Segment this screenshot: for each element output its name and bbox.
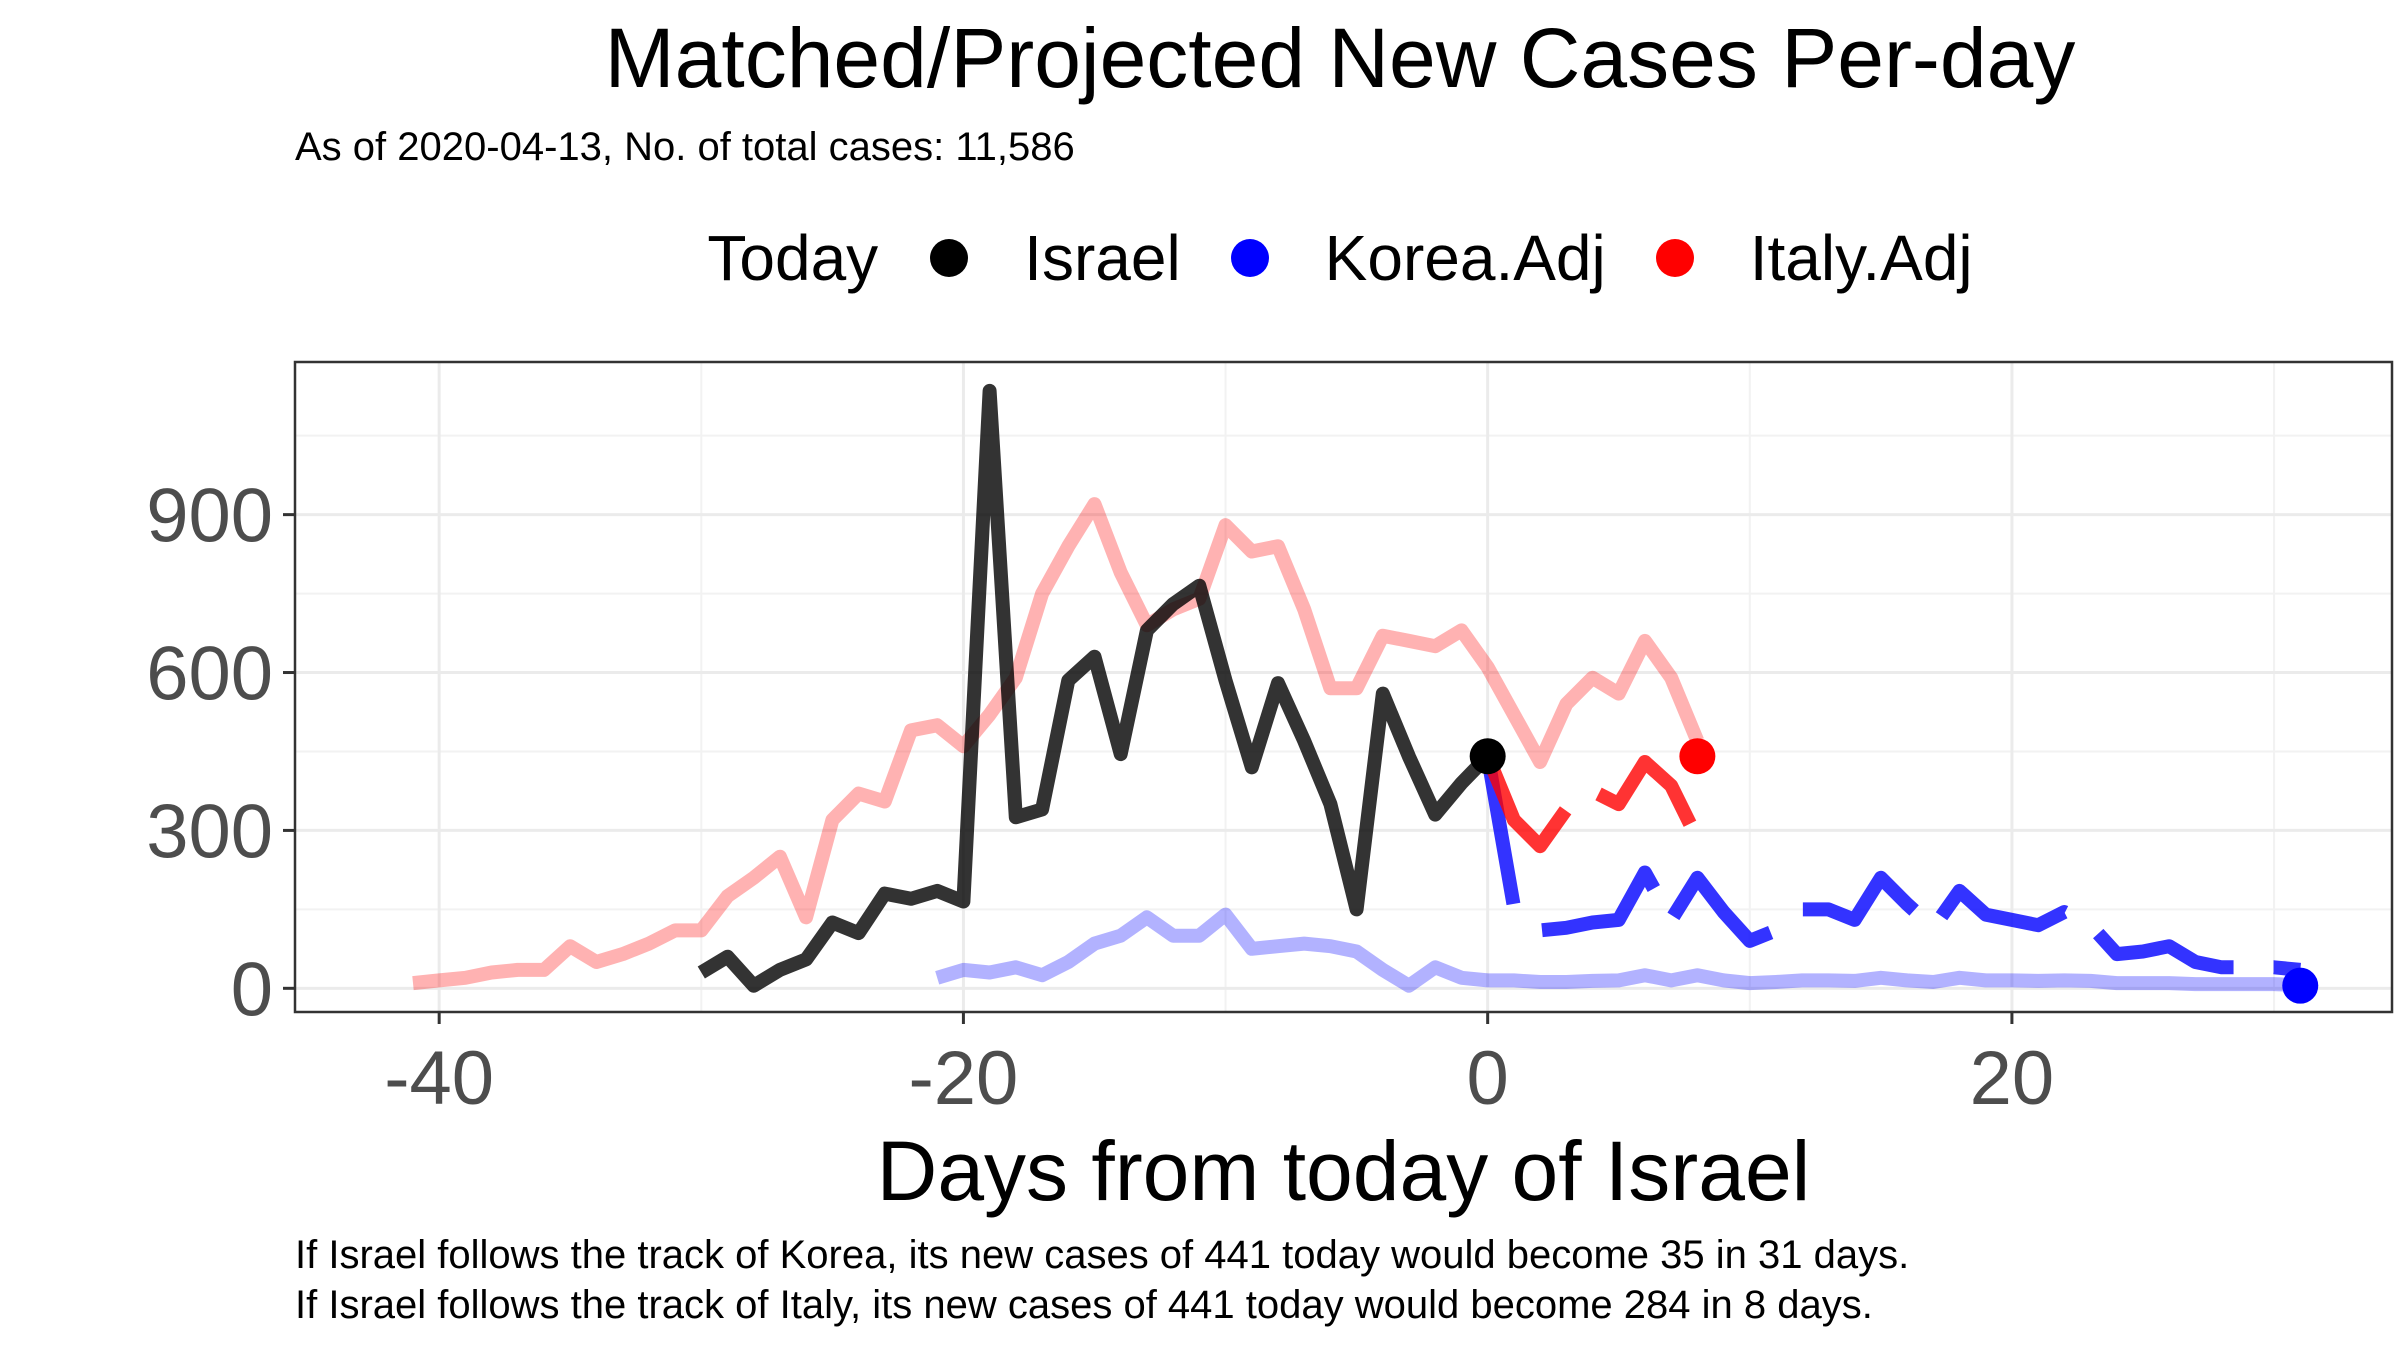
chart-subtitle: As of 2020-04-13, No. of total cases: 11… — [295, 125, 1075, 169]
today-point-korea-adj — [2282, 967, 2319, 1004]
caption-line-korea: If Israel follows the track of Korea, it… — [295, 1233, 1910, 1277]
legend-item-israel: Israel — [930, 221, 1181, 295]
x-tick-label: 20 — [1970, 1036, 2055, 1121]
plot-border — [293, 360, 2394, 1014]
plot-panel — [295, 362, 2392, 1012]
legend-item-italy: Italy.Adj — [1655, 221, 1973, 295]
series-line-israel-actual — [697, 383, 1493, 993]
x-tick-label: -40 — [384, 1036, 494, 1121]
legend-label-israel: Israel — [1024, 222, 1181, 294]
y-tick-label: 900 — [146, 474, 273, 559]
chart-title: Matched/Projected New Cases Per-day — [604, 11, 2076, 105]
x-tick-label: -20 — [908, 1036, 1018, 1121]
legend-item-korea: Korea.Adj — [1230, 221, 1606, 295]
y-tick-label: 600 — [146, 632, 273, 717]
series-line-italy-adj-projected — [1481, 753, 1704, 854]
legend-label-korea: Korea.Adj — [1324, 222, 1606, 294]
y-tick-label: 300 — [146, 789, 273, 874]
legend-dot-israel — [930, 239, 969, 277]
legend-title: Today — [707, 222, 879, 294]
legend-label-italy: Italy.Adj — [1749, 222, 1973, 294]
today-point-italy-adj — [1679, 738, 1716, 775]
chart-caption: If Israel follows the track of Korea, it… — [295, 1230, 1909, 1330]
series-line-korea-adj-matched — [935, 907, 2301, 993]
caption-line-italy: If Israel follows the track of Italy, it… — [295, 1283, 1873, 1327]
legend: Today Israel Korea.Adj Italy.Adj — [140, 212, 2400, 304]
legend-dot-korea — [1230, 239, 1269, 277]
today-point-israel — [1469, 738, 1506, 775]
x-tick-label: 0 — [1467, 1036, 1509, 1121]
legend-dot-italy — [1655, 239, 1694, 277]
series-line-italy-adj-matched — [412, 497, 1704, 991]
y-tick-label: 0 — [231, 947, 273, 1032]
series-line-korea-adj-projected — [1480, 754, 2301, 977]
x-axis-title: Days from today of Israel — [877, 1124, 1811, 1218]
